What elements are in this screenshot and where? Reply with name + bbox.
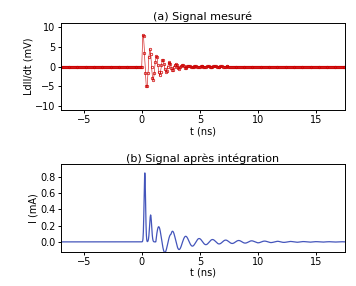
Y-axis label: LdII/dt (mV): LdII/dt (mV): [24, 38, 34, 95]
Title: (a) Signal mesuré: (a) Signal mesuré: [153, 12, 252, 22]
Title: (b) Signal après intégration: (b) Signal après intégration: [126, 153, 279, 164]
X-axis label: t (ns): t (ns): [190, 126, 216, 136]
X-axis label: t (ns): t (ns): [190, 268, 216, 278]
Y-axis label: I (mA): I (mA): [29, 193, 39, 223]
